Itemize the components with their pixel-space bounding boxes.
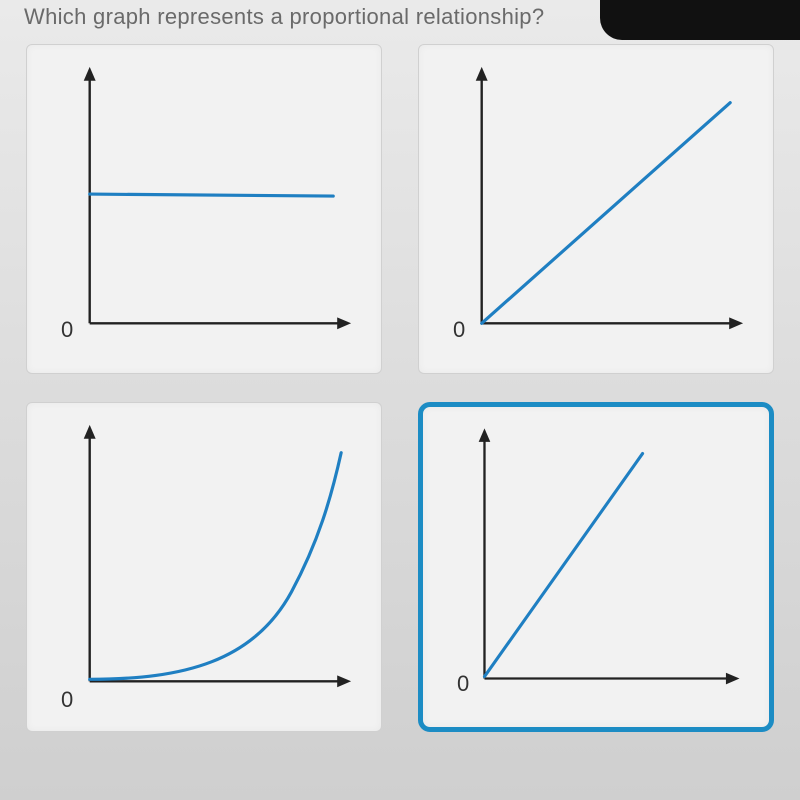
curve-exponential [90, 453, 341, 680]
answer-grid: 0 0 [20, 44, 780, 732]
curve-horizontal [90, 194, 334, 196]
answer-option-d[interactable]: 0 [418, 402, 774, 732]
graph-c [27, 403, 381, 731]
axes [84, 67, 351, 329]
origin-label: 0 [453, 317, 465, 343]
curve-diagonal [482, 103, 730, 324]
worksheet-page: Which graph represents a proportional re… [0, 0, 800, 800]
origin-label: 0 [61, 687, 73, 713]
answer-option-b[interactable]: 0 [418, 44, 774, 374]
axes [84, 425, 351, 687]
answer-option-c[interactable]: 0 [26, 402, 382, 732]
origin-label: 0 [61, 317, 73, 343]
axes [476, 67, 743, 329]
graph-b [419, 45, 773, 373]
answer-option-a[interactable]: 0 [26, 44, 382, 374]
axes [479, 428, 740, 684]
curve-steep-line [484, 454, 642, 677]
corner-overlay [600, 0, 800, 40]
graph-d [423, 407, 769, 727]
graph-a [27, 45, 381, 373]
origin-label: 0 [457, 671, 469, 697]
